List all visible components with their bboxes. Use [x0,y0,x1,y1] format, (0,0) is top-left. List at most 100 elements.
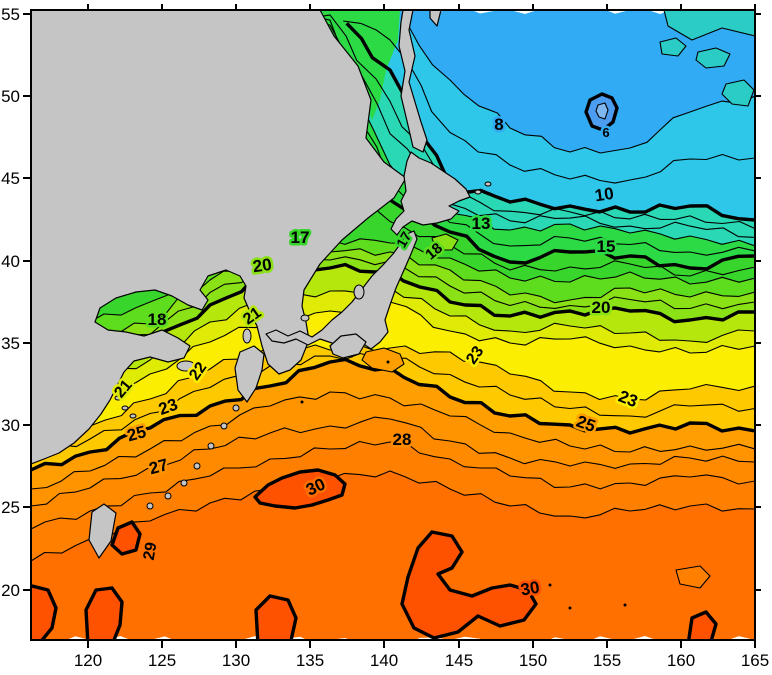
contour-line-27 [31,416,755,507]
island [300,314,310,322]
map-frame [30,9,756,641]
island [176,360,196,372]
color-band-6 [31,248,755,380]
y-tick-label: 45 [1,169,20,188]
x-tick-label: 130 [222,651,250,670]
color-band-3 [31,10,755,269]
color-band-9 [31,301,755,445]
contour-line-8 [407,24,755,154]
cyan-pocket-1 [659,37,687,57]
land-sakhalin-prong [429,10,442,27]
color-band-1 [31,10,755,220]
island [353,284,365,300]
island [242,328,252,344]
x-tick-label: 145 [445,651,473,670]
islet-speck [386,360,390,364]
minor-contour-10-13 [314,14,755,230]
x-tick-label: 135 [296,651,324,670]
land-kyushu [234,345,265,403]
x-tick-label: 125 [148,651,176,670]
color-band-15 [31,471,755,640]
warm-30-B [400,530,538,640]
color-band-12 [31,392,755,506]
island [164,492,172,500]
cyan-pocket-2 [695,47,731,69]
x-tick-label: 150 [519,651,547,670]
y-tick-label: 20 [1,581,20,600]
contour-line-23 [31,344,755,446]
y-tick-label: 35 [1,334,20,353]
contour-label-13: 13 [472,214,491,233]
contour-label-28: 28 [393,430,412,449]
color-band-13 [31,417,755,529]
islet-speck [300,400,304,404]
islet-speck [623,603,627,607]
land-honshu [265,230,418,358]
warm-30-G [687,610,718,640]
y-tick-label: 50 [1,87,20,106]
warm-30-D [254,594,298,640]
y-tick-label: 25 [1,498,20,517]
island [474,189,482,195]
island [484,181,492,187]
contour-label-20: 20 [592,298,611,317]
contour-line-28 [31,440,755,530]
cold-core-inner [595,102,609,120]
warm-30-C [84,586,124,640]
y-tick-label: 40 [1,252,20,271]
contour-line-17 [31,238,755,331]
minor-contour-8-10 [343,20,755,184]
island [121,405,129,411]
cyan-pocket-3 [721,79,755,107]
land-layer [31,10,627,610]
land-taiwan [88,503,117,559]
contour-label-8: 8 [494,115,503,134]
warm-30-F [31,583,58,640]
contour-label-30: 30 [519,578,541,600]
contour-line-29 [31,470,755,562]
cyan-pocket-top [663,10,755,41]
contour-label-17: 17 [291,228,310,247]
warm-30-A [253,468,347,510]
contour-label-20: 20 [252,255,273,276]
x-tick-label: 120 [74,651,102,670]
contour-line-26 [31,391,755,490]
warm-30-E [110,520,142,556]
x-tick-label: 140 [370,651,398,670]
land-sakhalin [398,10,428,153]
axes: 120 125 130 135 140 145 150 155 160 165 55 50 45 40 35… [1,4,769,670]
contour-label-15: 15 [597,237,616,256]
color-band-14 [31,441,755,561]
island [114,395,122,401]
island [129,413,137,419]
color-band-10 [31,345,755,470]
minor-contour-10-13 [299,16,755,238]
islet-speck [548,583,552,587]
color-band-11 [31,359,755,489]
island [193,462,201,470]
land-mainland-asia [31,10,407,465]
y-tick-label: 55 [1,5,20,24]
island [232,404,240,412]
y-tick-label: 30 [1,416,20,435]
pocket-28-29 [675,565,711,589]
x-tick-label: 165 [741,651,769,670]
x-tick-label: 155 [593,651,621,670]
island [180,479,188,487]
island [220,422,228,430]
color-band-7 [31,264,755,400]
island [207,442,215,450]
island [146,502,154,510]
warm-pocket-tsugaru [431,233,459,251]
land-hokkaido [390,151,471,236]
contour-label-18: 18 [148,310,167,329]
contour-label-29: 29 [141,541,161,562]
contour-label-6: 6 [602,125,609,140]
contour-line-18 [31,248,755,346]
color-band-2 [31,10,755,246]
color-band-0 [31,10,755,153]
kuroshio-pocket [361,347,405,373]
